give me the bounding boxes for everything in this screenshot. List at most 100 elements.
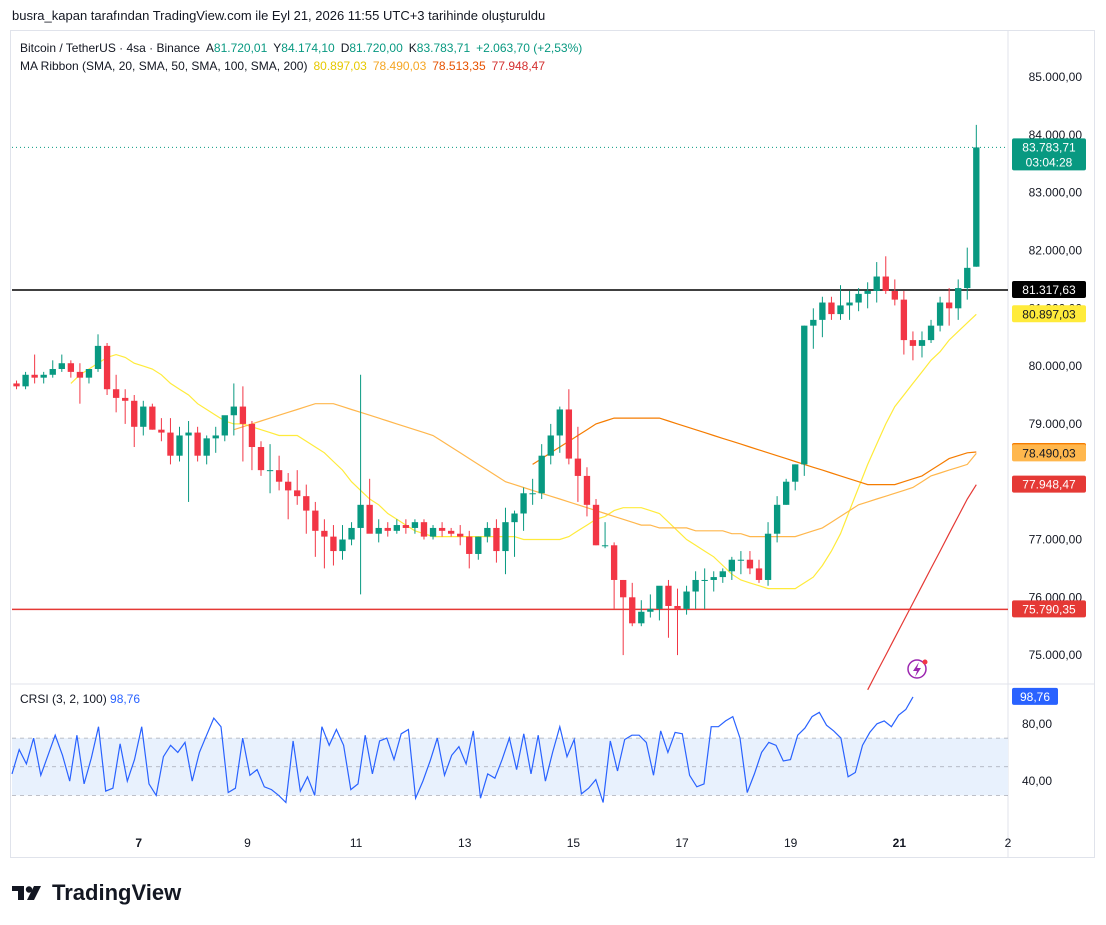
candle-body — [674, 605, 681, 609]
price-tag-countdown: 03:04:28 — [1026, 155, 1073, 169]
candle-body — [909, 340, 917, 346]
chart-legend: Bitcoin / TetherUS · 4sa · Binance A81.7… — [20, 39, 582, 75]
candle-body — [538, 455, 545, 494]
high-label: Y — [273, 41, 282, 55]
price-tag-label: 75.790,35 — [1022, 602, 1076, 616]
candle-body — [402, 525, 410, 528]
candle-body — [638, 611, 645, 624]
candle-body — [810, 319, 817, 326]
candle-body — [918, 340, 926, 346]
candle-body — [683, 591, 690, 609]
price-tick-label: 80.000,00 — [1029, 359, 1083, 373]
candle-body — [891, 290, 898, 300]
candle-body — [22, 374, 29, 387]
candle-body — [529, 493, 536, 495]
time-tick-label: 19 — [784, 836, 798, 850]
price-tag-label: 81.317,63 — [1022, 283, 1076, 297]
time-tick-label: 21 — [893, 836, 907, 850]
candle-body — [294, 490, 301, 497]
candle-body — [212, 435, 219, 439]
candle-body — [221, 415, 228, 436]
candle-body — [40, 374, 47, 378]
candle-body — [122, 397, 129, 401]
brand-name: TradingView — [52, 880, 182, 905]
candle-body — [284, 481, 292, 491]
candle-body — [620, 579, 627, 598]
ma20-value: 80.897,03 — [313, 59, 367, 73]
symbol-title[interactable]: Bitcoin / TetherUS · 4sa · Binance — [20, 41, 200, 55]
candle-body — [592, 504, 600, 546]
candle-body — [339, 539, 346, 552]
candle-body — [955, 288, 962, 309]
candle-body — [140, 406, 147, 427]
price-tag — [1012, 444, 1086, 462]
price-tag — [1012, 138, 1086, 171]
candle-body — [755, 568, 763, 580]
candle-body — [764, 533, 772, 580]
candle-body — [855, 293, 862, 303]
candle-body — [230, 406, 238, 416]
candle-body — [610, 545, 618, 580]
tradingview-logo[interactable]: TradingView — [12, 880, 181, 906]
candle-body — [819, 302, 826, 320]
alert-icon — [907, 659, 927, 679]
rsi-value: 98,76 — [110, 692, 141, 706]
rsi-title[interactable]: CRSI (3, 2, 100) — [20, 692, 107, 706]
price-tag-label: 78.490,03 — [1022, 446, 1076, 460]
time-tick-label: 15 — [567, 836, 581, 850]
candle-body — [76, 371, 84, 378]
open-value: 81.720,01 — [213, 41, 268, 55]
candle-body — [457, 533, 464, 537]
candle-body — [330, 536, 337, 552]
candle-body — [846, 302, 853, 306]
candle-body — [493, 527, 500, 552]
candle-body — [13, 383, 20, 387]
candle-body — [556, 409, 563, 436]
candle-body — [303, 496, 310, 511]
chart-frame — [10, 30, 1095, 858]
candle-body — [384, 527, 391, 531]
candle-body — [131, 400, 138, 427]
candle-body — [828, 302, 835, 315]
price-tag — [1012, 600, 1086, 618]
candles — [13, 124, 980, 679]
low-value: 81.720,00 — [349, 41, 403, 55]
candle-body — [511, 513, 518, 523]
candle-body — [466, 536, 473, 554]
price-tick-label: 79.000,00 — [1029, 417, 1083, 431]
ma-ribbon-title[interactable]: MA Ribbon (SMA, 20, SMA, 50, SMA, 100, S… — [20, 59, 308, 73]
rsi-tick-label: 40,00 — [1022, 774, 1052, 788]
change-value: +2.063,70 (+2,53%) — [476, 41, 583, 55]
candle-body — [275, 470, 283, 482]
candle-body — [366, 504, 373, 534]
time-tick-label: 11 — [350, 836, 363, 850]
time-tick-label: 13 — [458, 836, 472, 850]
rsi-value-tag-label: 98,76 — [1020, 690, 1050, 704]
ma-line-sma100 — [532, 417, 977, 486]
candle-body — [900, 299, 908, 341]
open-label: A — [205, 41, 214, 55]
price-tag-label: 77.948,47 — [1022, 478, 1076, 492]
candle-body — [520, 493, 527, 514]
candle-body — [665, 585, 672, 606]
candle-body — [348, 527, 355, 540]
candle-body — [927, 325, 935, 341]
candle-body — [973, 147, 980, 267]
time-tick-label: 2 — [1005, 836, 1012, 850]
ma-line-sma200 — [867, 484, 977, 691]
candle-body — [873, 276, 880, 291]
price-tick-label: 75.000,00 — [1029, 648, 1083, 662]
candle-body — [837, 305, 844, 315]
candle-body — [31, 374, 38, 378]
rsi-legend: CRSI (3, 2, 100) 98,76 — [20, 692, 140, 706]
candle-body — [945, 302, 953, 309]
candle-body — [357, 504, 364, 528]
grid — [10, 30, 1095, 858]
horizontal-levels — [12, 146, 1008, 611]
candle-body — [158, 429, 165, 433]
candle-body — [203, 438, 210, 456]
candle-body — [167, 432, 174, 456]
rsi-line — [11, 696, 914, 804]
candle-body — [719, 571, 726, 578]
